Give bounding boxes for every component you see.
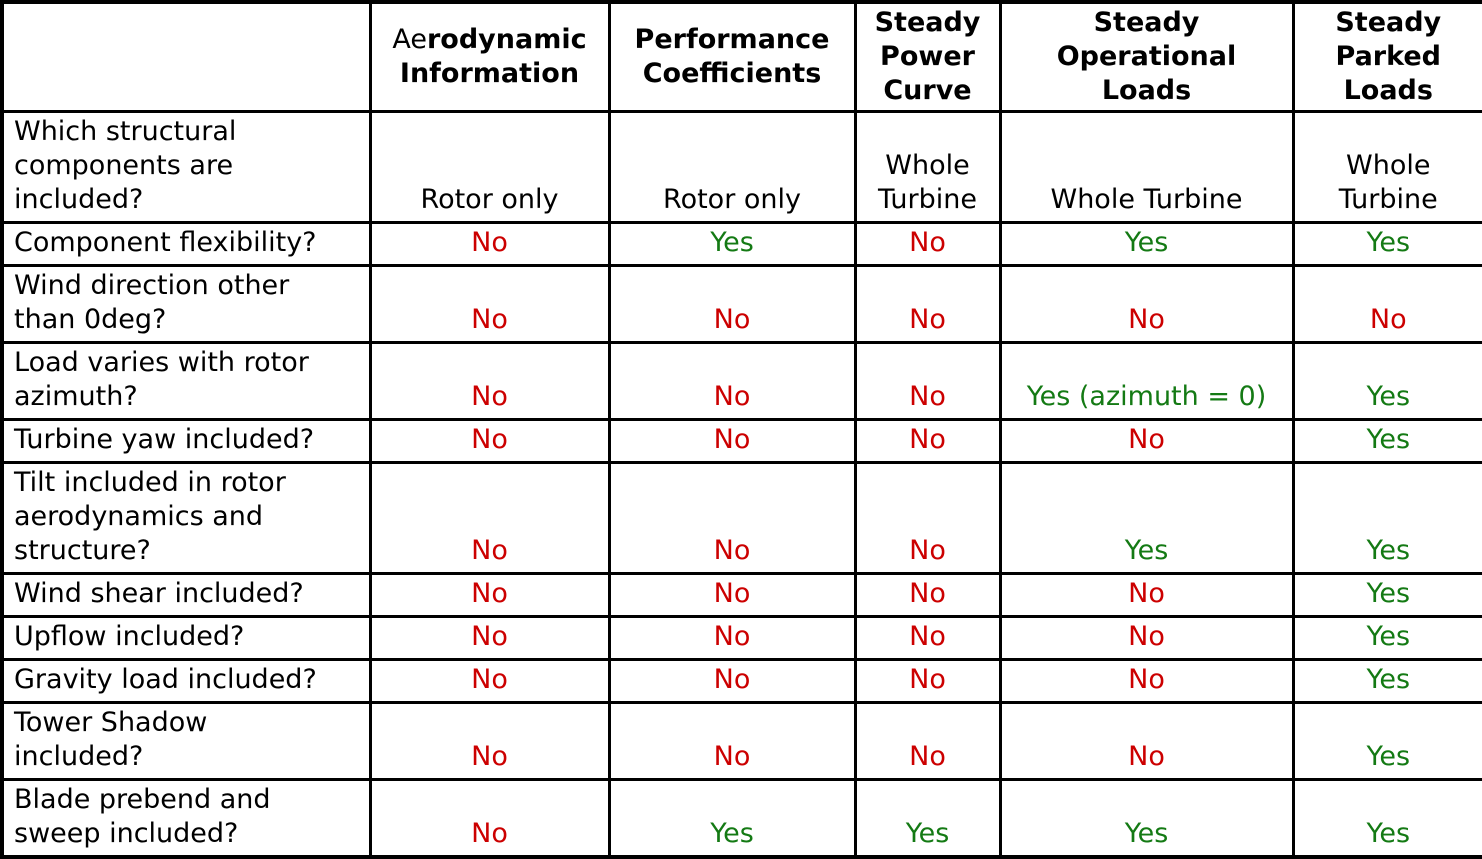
value-cell: Yes (1291, 221, 1482, 267)
table-row: Wind direction other than 0deg? No No No No N… (0, 264, 1482, 344)
value-cell: No (998, 701, 1295, 781)
table-row: Load varies with rotor azimuth? No No No Yes… (0, 341, 1482, 421)
column-header-prefix: Ae (392, 24, 427, 55)
row-label: Load varies with rotor azimuth? (0, 341, 372, 421)
value-cell: No (853, 341, 1002, 421)
value-cell: Whole Turbine (998, 110, 1295, 224)
value-cell: No (1291, 264, 1482, 344)
table-row: Turbine yaw included? No No No No Yes (0, 418, 1482, 464)
value-cell: Yes (1291, 461, 1482, 575)
value-cell: No (607, 418, 857, 464)
column-header-label: Steady Power Curve (874, 7, 981, 106)
value-cell: Yes (1291, 658, 1482, 704)
value-cell: No (998, 572, 1295, 618)
value-cell: Whole Turbine (853, 110, 1002, 224)
value-cell: No (853, 418, 1002, 464)
value-cell: No (368, 418, 611, 464)
value-cell: Yes (1291, 701, 1482, 781)
value-cell: Yes (607, 778, 857, 859)
value-cell: Rotor only (368, 110, 611, 224)
column-header-4: Steady Operational Loads (998, 0, 1295, 113)
value-cell: No (853, 264, 1002, 344)
column-header-2: Performance Coefficients (607, 0, 857, 113)
table-row: Wind shear included? No No No No Yes (0, 572, 1482, 618)
value-cell: No (607, 341, 857, 421)
corner-cell (0, 0, 372, 113)
row-label: Component flexibility? (0, 221, 372, 267)
value-cell: No (998, 264, 1295, 344)
value-cell: Yes (1291, 572, 1482, 618)
value-cell: No (853, 701, 1002, 781)
value-cell: No (853, 221, 1002, 267)
table-row: Blade prebend and sweep included? No Yes Ye… (0, 778, 1482, 859)
row-label: Which structural components are included… (0, 110, 372, 224)
value-cell: Rotor only (607, 110, 857, 224)
row-label: Upflow included? (0, 615, 372, 661)
value-cell: Yes (998, 221, 1295, 267)
column-header-label: rodynamic Information (399, 24, 587, 89)
row-label: Gravity load included? (0, 658, 372, 704)
table-row: Tilt included in rotor aerodynamics and … (0, 461, 1482, 575)
value-cell: No (368, 221, 611, 267)
value-cell: No (998, 418, 1295, 464)
value-cell: No (607, 572, 857, 618)
value-cell: Yes (1291, 778, 1482, 859)
value-cell: Yes (1291, 615, 1482, 661)
value-cell: No (853, 461, 1002, 575)
table-body: Which structural components are included… (0, 110, 1482, 859)
value-cell: Yes (1291, 418, 1482, 464)
value-cell: No (368, 341, 611, 421)
column-header-label: Steady Operational Loads (1056, 7, 1237, 106)
value-cell: No (368, 615, 611, 661)
value-cell: No (607, 701, 857, 781)
value-cell: No (853, 658, 1002, 704)
table-row: Gravity load included? No No No No Yes (0, 658, 1482, 704)
value-cell: Yes (998, 461, 1295, 575)
value-cell: No (368, 658, 611, 704)
column-header-label: Performance Coefficients (634, 24, 830, 89)
column-header-1: Aerodynamic Information (368, 0, 611, 113)
value-cell: Yes (853, 778, 1002, 859)
value-cell: Yes (1291, 341, 1482, 421)
value-cell: No (853, 572, 1002, 618)
value-cell: No (368, 264, 611, 344)
value-cell: No (607, 264, 857, 344)
row-label: Wind direction other than 0deg? (0, 264, 372, 344)
table-row: Upflow included? No No No No Yes (0, 615, 1482, 661)
value-cell: No (607, 658, 857, 704)
row-label: Tilt included in rotor aerodynamics and … (0, 461, 372, 575)
table-row: Tower Shadow included? No No No No Yes (0, 701, 1482, 781)
value-cell: No (368, 778, 611, 859)
value-cell: No (368, 461, 611, 575)
row-label: Wind shear included? (0, 572, 372, 618)
row-label: Blade prebend and sweep included? (0, 778, 372, 859)
value-cell: No (998, 615, 1295, 661)
value-cell: No (998, 658, 1295, 704)
row-label: Tower Shadow included? (0, 701, 372, 781)
value-cell: No (853, 615, 1002, 661)
value-cell: Yes (azimuth = 0) (998, 341, 1295, 421)
table-row: Which structural components are included… (0, 110, 1482, 224)
table-row: Component flexibility? No Yes No Yes Yes (0, 221, 1482, 267)
value-cell: No (368, 572, 611, 618)
value-cell: Yes (998, 778, 1295, 859)
column-header-label: Steady Parked Loads (1335, 7, 1442, 106)
value-cell: Whole Turbine (1291, 110, 1482, 224)
value-cell: Yes (607, 221, 857, 267)
value-cell: No (607, 461, 857, 575)
column-header-3: Steady Power Curve (853, 0, 1002, 113)
row-label: Turbine yaw included? (0, 418, 372, 464)
value-cell: No (368, 701, 611, 781)
value-cell: No (607, 615, 857, 661)
column-header-5: Steady Parked Loads (1291, 0, 1482, 113)
header-row: Aerodynamic Information Performance Coeff… (0, 0, 1482, 113)
